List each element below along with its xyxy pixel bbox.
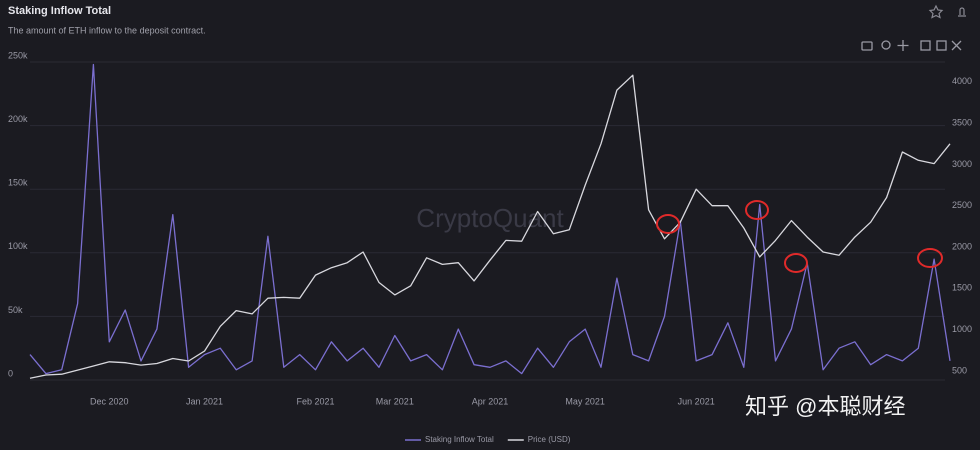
annotations bbox=[656, 200, 943, 273]
legend-label: Price (USD) bbox=[528, 435, 571, 444]
y2-tick-label: 1000 bbox=[952, 324, 972, 334]
zoom-out-icon[interactable] bbox=[936, 40, 947, 51]
zoom-in-icon[interactable] bbox=[920, 40, 931, 51]
chart-subtitle: The amount of ETH inflow to the deposit … bbox=[8, 25, 206, 35]
zoom-icon[interactable] bbox=[881, 40, 891, 50]
x-tick-label: Apr 2021 bbox=[472, 396, 509, 406]
x-tick-label: Feb 2021 bbox=[297, 396, 335, 406]
highlight-circle bbox=[745, 200, 769, 220]
y2-tick-label: 500 bbox=[952, 365, 967, 375]
plot-area: 0 50k 100k 150k 200k 250k 500 1000 1500 2000 2500 3… bbox=[8, 50, 972, 444]
y-tick-label: 200k bbox=[8, 114, 28, 124]
overlay-watermark: 知乎 @本聪财经 bbox=[745, 394, 905, 419]
x-tick-label: Jan 2021 bbox=[186, 396, 223, 406]
star-icon[interactable] bbox=[928, 4, 944, 19]
legend-label: Staking Inflow Total bbox=[425, 435, 494, 444]
legend: Staking Inflow Total Price (USD) bbox=[405, 435, 571, 444]
watermark: CryptoQuant bbox=[416, 203, 564, 233]
camera-icon[interactable] bbox=[861, 41, 873, 51]
chart-title: Staking Inflow Total bbox=[8, 5, 111, 17]
series-line bbox=[29, 63, 951, 375]
toolbar[interactable] bbox=[861, 40, 962, 51]
x-tick-label: Jun 2021 bbox=[678, 396, 715, 406]
y-tick-label: 250k bbox=[8, 50, 28, 60]
x-tick-label: Dec 2020 bbox=[90, 396, 129, 406]
highlight-circle bbox=[784, 253, 808, 273]
x-tick-label: Mar 2021 bbox=[376, 396, 414, 406]
pan-icon[interactable] bbox=[897, 40, 909, 51]
y2-tick-label: 2500 bbox=[952, 200, 972, 210]
reset-icon[interactable] bbox=[951, 40, 962, 51]
y2-tick-label: 4000 bbox=[952, 76, 972, 86]
y-tick-label: 100k bbox=[8, 241, 28, 251]
y2-tick-label: 2000 bbox=[952, 241, 972, 251]
bell-icon[interactable] bbox=[958, 7, 966, 17]
highlight-circle bbox=[917, 248, 943, 268]
y2-tick-label: 3000 bbox=[952, 159, 972, 169]
y2-tick-label: 1500 bbox=[952, 283, 972, 293]
x-tick-label: May 2021 bbox=[565, 396, 605, 406]
y-tick-label: 0 bbox=[8, 368, 13, 378]
series-line bbox=[29, 74, 951, 379]
y2-tick-label: 3500 bbox=[952, 117, 972, 127]
header-icons[interactable] bbox=[928, 4, 966, 19]
y-tick-label: 150k bbox=[8, 178, 28, 188]
highlight-circle bbox=[656, 214, 680, 234]
y-tick-label: 50k bbox=[8, 305, 23, 315]
